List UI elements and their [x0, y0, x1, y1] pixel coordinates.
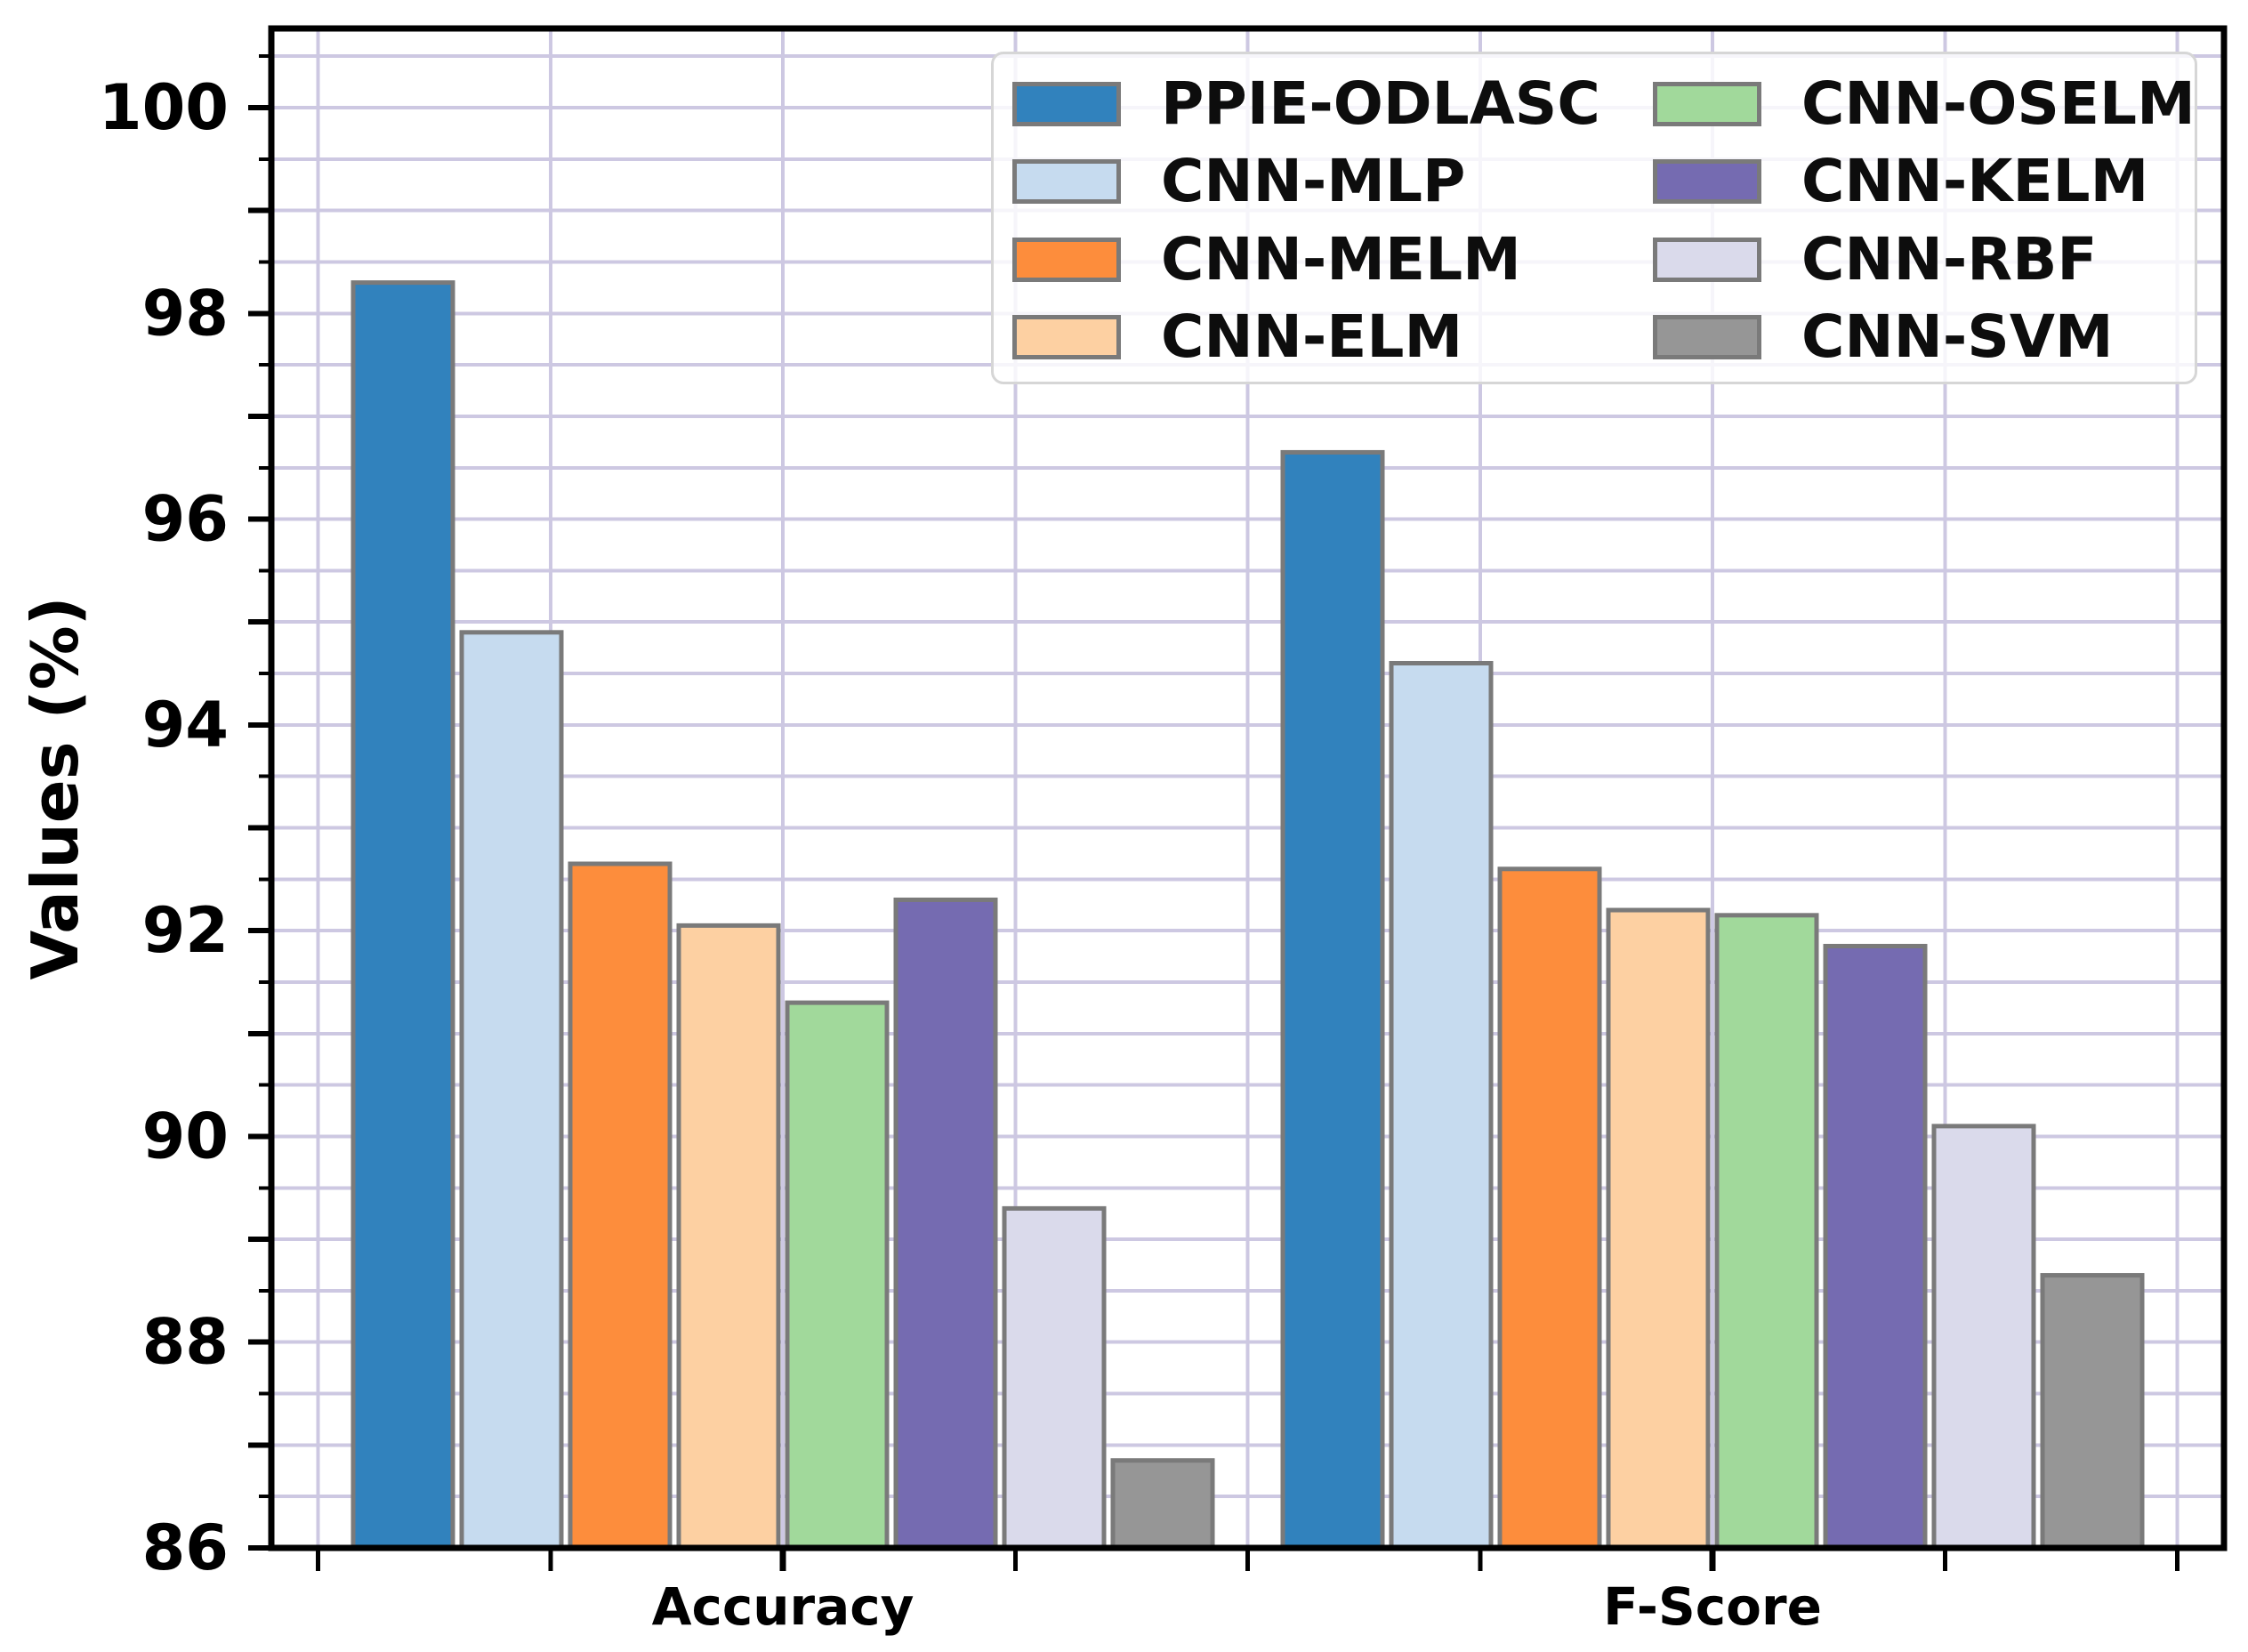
- bar-cnn-rbf-f-score: [1931, 1124, 2036, 1551]
- legend-item-cnn-elm: CNN-ELM: [1012, 308, 1653, 367]
- bar-cnn-kelm-accuracy: [893, 897, 998, 1551]
- legend-item-cnn-melm: CNN-MELM: [1012, 230, 1653, 289]
- bar-cnn-oselm-f-score: [1714, 913, 1819, 1551]
- bar-cnn-rbf-accuracy: [1002, 1205, 1107, 1551]
- legend-swatch-ppie-odlasc: [1012, 81, 1121, 126]
- y-tick-label-88: 88: [142, 1306, 229, 1379]
- bar-cnn-mlp-accuracy: [459, 630, 564, 1551]
- y-tick-label-100: 100: [99, 71, 229, 144]
- x-tick-label-f-score: F-Score: [1603, 1576, 1822, 1637]
- legend-swatch-cnn-elm: [1012, 315, 1121, 360]
- legend-swatch-cnn-svm: [1653, 315, 1761, 360]
- bar-ppie-odlasc-f-score: [1280, 449, 1385, 1551]
- legend-swatch-cnn-oselm: [1653, 81, 1761, 126]
- bar-cnn-svm-f-score: [2040, 1273, 2145, 1551]
- legend-item-cnn-mlp: CNN-MLP: [1012, 152, 1653, 211]
- legend-label: PPIE-ODLASC: [1161, 68, 1600, 138]
- legend-swatch-cnn-kelm: [1653, 159, 1761, 205]
- legend-label: CNN-MLP: [1161, 147, 1466, 216]
- y-tick-label-98: 98: [142, 277, 229, 350]
- y-tick-label-86: 86: [142, 1511, 229, 1584]
- legend-item-cnn-oselm: CNN-OSELM: [1653, 68, 2196, 138]
- legend-label: CNN-RBF: [1801, 224, 2098, 294]
- y-tick-label-92: 92: [142, 894, 229, 967]
- y-tick-label-96: 96: [142, 483, 229, 556]
- y-tick-labels: 86 88 90 92 94 96 98 100: [99, 71, 229, 1584]
- legend-label: CNN-SVM: [1801, 302, 2114, 372]
- x-tick-labels: Accuracy F-Score: [652, 1576, 1822, 1637]
- x-tick-label-accuracy: Accuracy: [652, 1576, 915, 1637]
- legend-swatch-cnn-mlp: [1012, 159, 1121, 205]
- legend-label: CNN-KELM: [1801, 147, 2149, 216]
- legend-item-cnn-kelm: CNN-KELM: [1653, 152, 2196, 211]
- legend-label: CNN-ELM: [1161, 302, 1463, 372]
- bar-cnn-melm-f-score: [1497, 866, 1602, 1551]
- legend-swatch-cnn-melm: [1012, 237, 1121, 282]
- y-axis-title: Values (%): [18, 596, 93, 979]
- plot-frame: [268, 25, 2228, 1551]
- legend-label: CNN-OSELM: [1801, 68, 2196, 138]
- legend-label: CNN-MELM: [1161, 224, 1521, 294]
- bars: [350, 280, 2145, 1551]
- legend-item-cnn-svm: CNN-SVM: [1653, 308, 2196, 367]
- bar-ppie-odlasc-accuracy: [350, 280, 455, 1551]
- bar-cnn-oselm-accuracy: [785, 1000, 890, 1551]
- legend-item-ppie-odlasc: PPIE-ODLASC: [1012, 68, 1653, 138]
- y-tick-label-94: 94: [142, 689, 229, 762]
- bar-cnn-kelm-f-score: [1823, 944, 1928, 1551]
- bar-cnn-mlp-f-score: [1389, 660, 1494, 1551]
- bar-cnn-melm-accuracy: [568, 861, 673, 1551]
- y-tick-label-90: 90: [142, 1100, 229, 1173]
- bar-cnn-elm-f-score: [1606, 907, 1711, 1551]
- legend: PPIE-ODLASC CNN-MLP CNN-MELM CNN-ELM CNN-OSE…: [991, 52, 2197, 384]
- bar-cnn-elm-accuracy: [676, 923, 781, 1551]
- legend-swatch-cnn-rbf: [1653, 237, 1761, 282]
- bar-cnn-svm-accuracy: [1110, 1458, 1215, 1551]
- legend-item-cnn-rbf: CNN-RBF: [1653, 230, 2196, 289]
